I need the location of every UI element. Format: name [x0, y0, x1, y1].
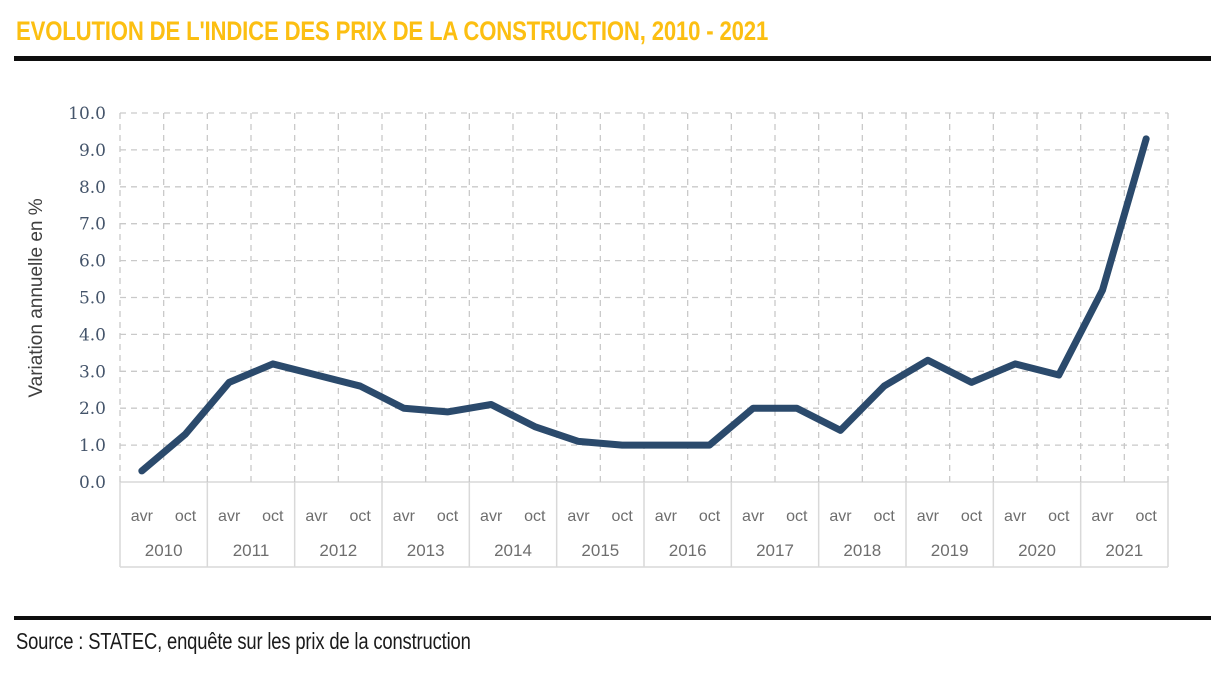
- x-tick-label-oct: oct: [262, 508, 284, 525]
- x-year-label: 2018: [843, 541, 881, 560]
- x-year-label: 2014: [494, 541, 532, 560]
- x-tick-label-avr: avr: [655, 508, 678, 525]
- y-tick-label: 1.0: [79, 436, 106, 456]
- x-year-label: 2013: [407, 541, 445, 560]
- x-tick-label-avr: avr: [218, 508, 241, 525]
- x-tick-label-oct: oct: [786, 508, 808, 525]
- x-tick-label-oct: oct: [524, 508, 546, 525]
- y-tick-label: 9.0: [79, 141, 106, 161]
- x-year-label: 2012: [319, 541, 357, 560]
- x-tick-label-oct: oct: [699, 508, 721, 525]
- source-text: Source : STATEC, enquête sur les prix de…: [16, 628, 471, 654]
- x-tick-label-oct: oct: [349, 508, 371, 525]
- x-tick-label-oct: oct: [1135, 508, 1157, 525]
- y-tick-label: 5.0: [79, 289, 106, 309]
- x-year-label: 2016: [669, 541, 707, 560]
- x-tick-label-oct: oct: [873, 508, 895, 525]
- x-tick-label-avr: avr: [131, 508, 154, 525]
- y-tick-label: 8.0: [79, 178, 106, 198]
- x-tick-label-avr: avr: [917, 508, 940, 525]
- x-tick-label-oct: oct: [437, 508, 459, 525]
- x-tick-label-oct: oct: [611, 508, 633, 525]
- x-tick-label-avr: avr: [567, 508, 590, 525]
- y-tick-label: 10.0: [68, 104, 106, 124]
- x-tick-label-avr: avr: [829, 508, 852, 525]
- x-year-label: 2011: [233, 541, 270, 560]
- data-series-line: [138, 135, 1150, 475]
- x-year-label: 2010: [145, 541, 183, 560]
- x-tick-label-avr: avr: [393, 508, 416, 525]
- x-year-label: 2015: [581, 541, 619, 560]
- y-tick-label: 4.0: [79, 325, 106, 345]
- x-tick-label-avr: avr: [1091, 508, 1114, 525]
- x-tick-label-oct: oct: [961, 508, 983, 525]
- x-tick-label-avr: avr: [1004, 508, 1027, 525]
- x-tick-label-avr: avr: [742, 508, 765, 525]
- page-title: EVOLUTION DE L'INDICE DES PRIX DE LA CON…: [16, 16, 769, 46]
- y-tick-label: 2.0: [79, 399, 106, 419]
- y-tick-label: 6.0: [79, 252, 106, 272]
- source-rule: [14, 616, 1211, 620]
- x-year-label: 2017: [756, 541, 794, 560]
- y-axis-title: Variation annuelle en %: [26, 198, 47, 397]
- x-tick-label-avr: avr: [480, 508, 503, 525]
- y-tick-label: 0.0: [79, 473, 106, 493]
- x-year-label: 2020: [1018, 541, 1056, 560]
- x-tick-label-oct: oct: [1048, 508, 1070, 525]
- title-rule: [14, 56, 1211, 61]
- y-tick-label: 7.0: [79, 215, 106, 235]
- x-year-label: 2019: [931, 541, 969, 560]
- y-tick-label: 3.0: [79, 362, 106, 382]
- x-tick-label-oct: oct: [175, 508, 197, 525]
- x-tick-label-avr: avr: [305, 508, 328, 525]
- x-year-label: 2021: [1105, 541, 1143, 560]
